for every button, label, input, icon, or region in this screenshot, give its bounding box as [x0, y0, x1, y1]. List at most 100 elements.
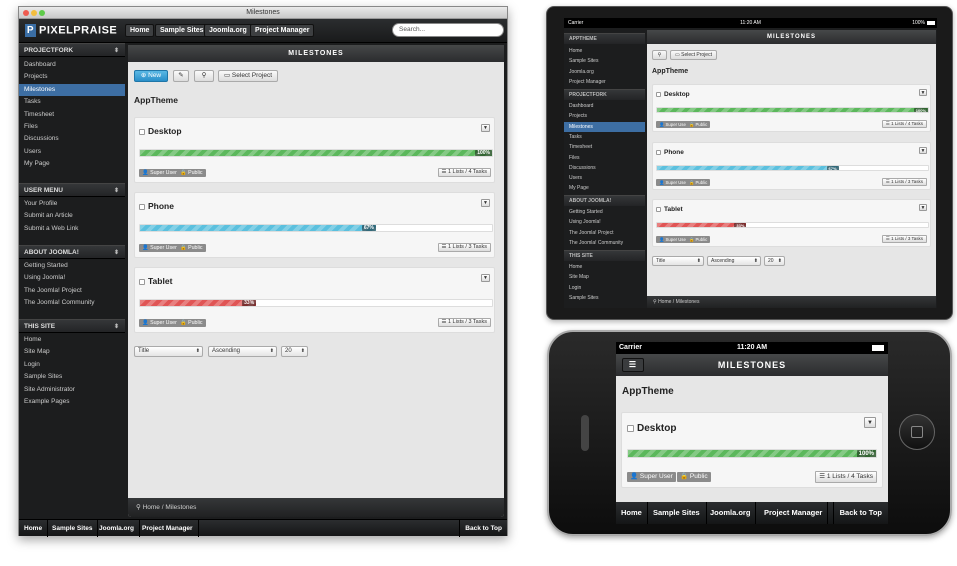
ipad-sidebar-item[interactable]: Getting Started [569, 209, 603, 215]
sidebar-item-login[interactable]: Login [24, 360, 40, 368]
ipad-sidebar-item[interactable]: Home [569, 264, 583, 270]
zoom-window-icon[interactable] [39, 10, 45, 16]
sidebar-header-user-menu[interactable]: USER MENU ⬍ [19, 183, 125, 197]
sidebar-item-users[interactable]: Users [24, 147, 41, 155]
milestone-actions-dropdown[interactable]: ▼ [481, 274, 490, 282]
author-badge[interactable]: 👤 Super User [656, 236, 691, 243]
footer-sample-sites[interactable]: Sample Sites [647, 502, 707, 524]
milestone-actions-dropdown[interactable]: ▼ [919, 204, 927, 211]
sidebar-item-milestones[interactable]: Milestones [19, 83, 125, 97]
milestone-actions-dropdown[interactable]: ▼ [481, 124, 490, 132]
access-badge[interactable]: 🔒 Public [686, 179, 711, 186]
sidebar-item-tasks[interactable]: Tasks [24, 98, 41, 106]
sort-select[interactable]: Title ⬍ [652, 256, 704, 266]
lists-tasks-button[interactable]: ☰ 1 Lists / 4 Tasks [815, 471, 877, 483]
milestone-actions-dropdown[interactable]: ▼ [864, 417, 876, 428]
milestone-title[interactable]: Desktop [656, 91, 690, 98]
lists-tasks-button[interactable]: ☰ 1 Lists / 4 Tasks [881, 120, 927, 128]
access-badge[interactable]: 🔒 Public [686, 121, 711, 128]
footer-home[interactable]: Home [616, 502, 648, 524]
limit-select[interactable]: 20 ⬍ [764, 256, 785, 266]
ipad-sidebar-item[interactable]: Joomla.org [569, 68, 594, 75]
minimize-window-icon[interactable] [31, 10, 37, 16]
sidebar-item-my-page[interactable]: My Page [24, 160, 50, 168]
ipad-sidebar-item[interactable]: The Joomla! Community [569, 239, 624, 246]
checkbox[interactable] [139, 128, 145, 135]
ipad-sidebar-header[interactable]: ABOUT JOOMLA! [564, 195, 645, 206]
sidebar-item-example-pages[interactable]: Example Pages [24, 398, 70, 405]
lists-tasks-button[interactable]: ☰ 1 Lists / 3 Tasks [437, 243, 491, 252]
ipad-sidebar-item[interactable]: Users [569, 175, 583, 182]
ipad-sidebar-item[interactable]: Site Map [569, 274, 589, 281]
select-project-button[interactable]: ▭ Select Project [218, 70, 278, 82]
sidebar-item-home[interactable]: Home [24, 336, 42, 343]
sidebar-header-projectfork[interactable]: PROJECTFORK ⬍ [19, 43, 125, 57]
ipad-sidebar-item[interactable]: Milestones [564, 121, 645, 132]
sidebar-item-joomla-project[interactable]: The Joomla! Project [24, 286, 82, 294]
order-select[interactable]: Ascending ⬍ [208, 346, 277, 357]
ipad-sidebar-item[interactable]: Tasks [569, 133, 582, 140]
home-button[interactable] [899, 414, 935, 450]
order-select[interactable]: Ascending ⬍ [707, 256, 761, 266]
access-badge[interactable]: 🔒 Public [177, 169, 206, 177]
sidebar-header-about-joomla[interactable]: ABOUT JOOMLA! ⬍ [19, 245, 125, 259]
ipad-sidebar-item[interactable]: Sample Sites [569, 294, 599, 301]
access-badge[interactable]: 🔒 Public [677, 472, 711, 482]
checkbox[interactable] [139, 278, 145, 285]
sidebar-item-files[interactable]: Files [24, 123, 38, 130]
sidebar-item-site-map[interactable]: Site Map [24, 348, 50, 356]
milestone-title[interactable]: Phone [656, 149, 684, 156]
author-badge[interactable]: 👤 Super User [656, 179, 691, 186]
nav-project-manager[interactable]: Project Manager [250, 24, 315, 37]
sidebar-item-discussions[interactable]: Discussions [24, 135, 59, 143]
lists-tasks-button[interactable]: ☰ 1 Lists / 3 Tasks [437, 318, 491, 327]
ipad-sidebar-item[interactable]: Sample Sites [569, 58, 599, 65]
ipad-sidebar-item[interactable]: My Page [569, 185, 589, 192]
ipad-sidebar-header[interactable]: THIS SITE [564, 250, 645, 261]
search-button[interactable]: ⚲ [194, 70, 214, 82]
sidebar-item-projects[interactable]: Projects [24, 73, 48, 81]
checkbox[interactable] [139, 203, 145, 210]
ipad-sidebar-item[interactable]: The Joomla! Project [569, 229, 614, 236]
ipad-sidebar-item[interactable]: Using Joomla! [569, 219, 601, 226]
sidebar-item-your-profile[interactable]: Your Profile [24, 200, 58, 207]
milestone-title[interactable]: Tablet [139, 276, 172, 286]
ipad-sidebar-item[interactable]: Files [569, 154, 580, 161]
access-badge[interactable]: 🔒 Public [177, 244, 206, 252]
sidebar-item-submit-web-link[interactable]: Submit a Web Link [24, 224, 79, 232]
lists-tasks-button[interactable]: ☰ 1 Lists / 3 Tasks [881, 235, 927, 243]
back-to-top-link[interactable]: Back to Top [459, 520, 507, 537]
ipad-sidebar-item[interactable]: Login [569, 284, 582, 291]
ipad-sidebar-item[interactable]: Projects [569, 113, 588, 120]
sidebar-item-submit-article[interactable]: Submit an Article [24, 212, 73, 220]
milestone-actions-dropdown[interactable]: ▼ [481, 199, 490, 207]
ipad-sidebar-item[interactable]: Home [569, 48, 583, 54]
author-badge[interactable]: 👤 Super User [139, 169, 180, 177]
sort-select[interactable]: Title ⬍ [134, 346, 203, 357]
edit-button[interactable]: ✎ [173, 70, 189, 82]
sidebar-item-getting-started[interactable]: Getting Started [24, 262, 68, 269]
footer-project-manager[interactable]: Project Manager [137, 520, 199, 537]
milestone-actions-dropdown[interactable]: ▼ [919, 89, 927, 96]
ipad-sidebar-item[interactable]: Timesheet [569, 144, 593, 151]
milestone-title[interactable]: Desktop [627, 423, 676, 434]
lists-tasks-button[interactable]: ☰ 1 Lists / 4 Tasks [437, 168, 491, 177]
footer-home[interactable]: Home [19, 520, 49, 537]
milestone-title[interactable]: Desktop [139, 126, 182, 136]
ipad-sidebar-item[interactable]: Discussions [569, 164, 596, 171]
author-badge[interactable]: 👤 Super User [627, 472, 676, 482]
footer-sample-sites[interactable]: Sample Sites [47, 520, 99, 537]
sidebar-item-sample-sites[interactable]: Sample Sites [24, 373, 63, 381]
new-button[interactable]: ⊕ New [134, 70, 168, 82]
sidebar-item-timesheet[interactable]: Timesheet [24, 110, 55, 118]
milestone-actions-dropdown[interactable]: ▼ [919, 147, 927, 154]
ipad-sidebar-item[interactable]: Project Manager [569, 78, 606, 85]
nav-joomla-org[interactable]: Joomla.org [204, 24, 252, 37]
milestone-title[interactable]: Tablet [656, 206, 683, 213]
milestone-title[interactable]: Phone [139, 201, 174, 211]
author-badge[interactable]: 👤 Super User [139, 244, 180, 252]
nav-sample-sites[interactable]: Sample Sites [155, 24, 209, 37]
author-badge[interactable]: 👤 Super User [656, 121, 691, 128]
search-input[interactable]: Search... [392, 23, 504, 37]
limit-select[interactable]: 20 ⬍ [281, 346, 308, 357]
